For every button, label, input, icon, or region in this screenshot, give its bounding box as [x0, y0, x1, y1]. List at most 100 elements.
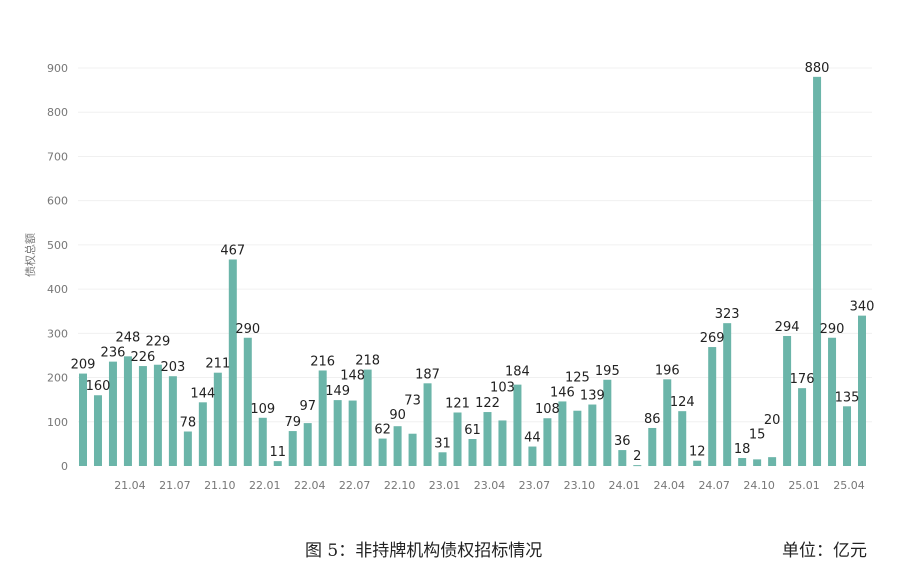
data-label: 176: [790, 372, 815, 387]
y-tick-label: 700: [47, 150, 68, 163]
data-label: 211: [205, 357, 230, 372]
y-axis-ticks: 0 100 200 300 400 500 600 700 800 900: [47, 62, 68, 473]
bar: [558, 401, 567, 466]
x-tick-label: 24.07: [698, 479, 730, 492]
bar: [543, 418, 552, 466]
data-label: 880: [805, 61, 830, 76]
data-label: 144: [190, 386, 215, 401]
bar: [243, 337, 252, 466]
data-label: 139: [580, 389, 605, 404]
data-label: 78: [180, 416, 197, 431]
bar: [588, 404, 597, 466]
bar: [813, 76, 822, 466]
bar: [348, 400, 357, 466]
x-tick-label: 23.07: [519, 479, 551, 492]
data-label: 11: [269, 445, 286, 460]
bar: [183, 431, 192, 466]
y-tick-label: 200: [47, 372, 68, 385]
figure-caption: 图 5：非持牌机构债权招标情况: [305, 541, 543, 561]
y-tick-label: 100: [47, 416, 68, 429]
data-label: 109: [250, 402, 275, 417]
bar: [408, 433, 417, 466]
data-label: 340: [850, 300, 875, 315]
bars: [79, 76, 866, 467]
data-label: 135: [835, 390, 860, 405]
data-labels: 2091602362482262292037814421146729010911…: [71, 61, 875, 464]
bar: [753, 459, 762, 466]
data-label: 61: [464, 423, 481, 438]
x-tick-label: 23.04: [474, 479, 506, 492]
data-label: 2: [633, 449, 641, 464]
x-tick-label: 21.07: [159, 479, 191, 492]
data-label: 108: [535, 402, 560, 417]
x-tick-label: 21.10: [204, 479, 236, 492]
data-label: 218: [355, 354, 380, 369]
bar: [198, 402, 207, 466]
bar: [603, 379, 612, 466]
data-label: 125: [565, 371, 590, 386]
data-label: 203: [160, 360, 185, 375]
data-label: 196: [655, 363, 680, 378]
bar: [303, 423, 312, 466]
bar: [318, 370, 327, 466]
bar: [573, 410, 582, 466]
bar: [858, 315, 866, 466]
bar: [423, 383, 432, 466]
bar: [453, 412, 462, 466]
data-label: 122: [475, 396, 500, 411]
bar: [648, 427, 657, 466]
y-tick-label: 0: [61, 460, 68, 473]
data-label: 36: [614, 434, 631, 449]
data-label: 12: [689, 445, 706, 460]
data-label: 73: [404, 394, 421, 409]
bar: [678, 411, 687, 466]
y-tick-label: 400: [47, 283, 68, 296]
data-label: 18: [734, 442, 751, 457]
bar: [213, 372, 222, 466]
bar: [363, 369, 372, 466]
data-label: 248: [116, 330, 141, 345]
bar: [843, 406, 852, 466]
bar: [378, 438, 387, 466]
bar: [723, 323, 732, 466]
data-label: 149: [325, 384, 350, 399]
x-tick-label: 22.10: [384, 479, 416, 492]
x-tick-label: 23.10: [564, 479, 596, 492]
bar: [333, 400, 342, 466]
y-axis-label: 债权总额: [23, 233, 37, 277]
bar: [228, 259, 237, 466]
data-label: 195: [595, 364, 620, 379]
bar: [798, 388, 807, 466]
x-axis-ticks: 21.04 21.07 21.10 22.01 22.04 22.07 22.10 23.01…: [114, 479, 865, 492]
gridlines: [78, 67, 872, 423]
data-label: 124: [670, 395, 695, 410]
data-label: 15: [749, 427, 766, 442]
bar: [93, 395, 102, 466]
bar: [483, 412, 492, 466]
bar: [693, 460, 702, 466]
data-label: 44: [524, 431, 541, 446]
bar: [708, 347, 717, 466]
bar: [468, 439, 477, 466]
bar: [783, 335, 792, 466]
bar: [273, 461, 282, 466]
bar: [288, 431, 297, 466]
data-label: 209: [71, 358, 96, 373]
bar: [168, 376, 177, 466]
data-label: 187: [415, 367, 440, 382]
data-label: 226: [131, 350, 156, 365]
y-tick-label: 500: [47, 239, 68, 252]
data-label: 236: [101, 346, 126, 361]
bar: [123, 356, 132, 466]
bar: [633, 465, 642, 467]
data-label: 216: [310, 354, 335, 369]
bar: [153, 364, 162, 466]
data-label: 62: [374, 423, 391, 438]
x-tick-label: 25.01: [788, 479, 820, 492]
bar: [528, 446, 537, 466]
bar: [138, 366, 147, 466]
x-tick-label: 22.01: [249, 479, 281, 492]
data-label: 323: [715, 307, 740, 322]
y-tick-label: 300: [47, 327, 68, 340]
bar: [513, 384, 522, 466]
